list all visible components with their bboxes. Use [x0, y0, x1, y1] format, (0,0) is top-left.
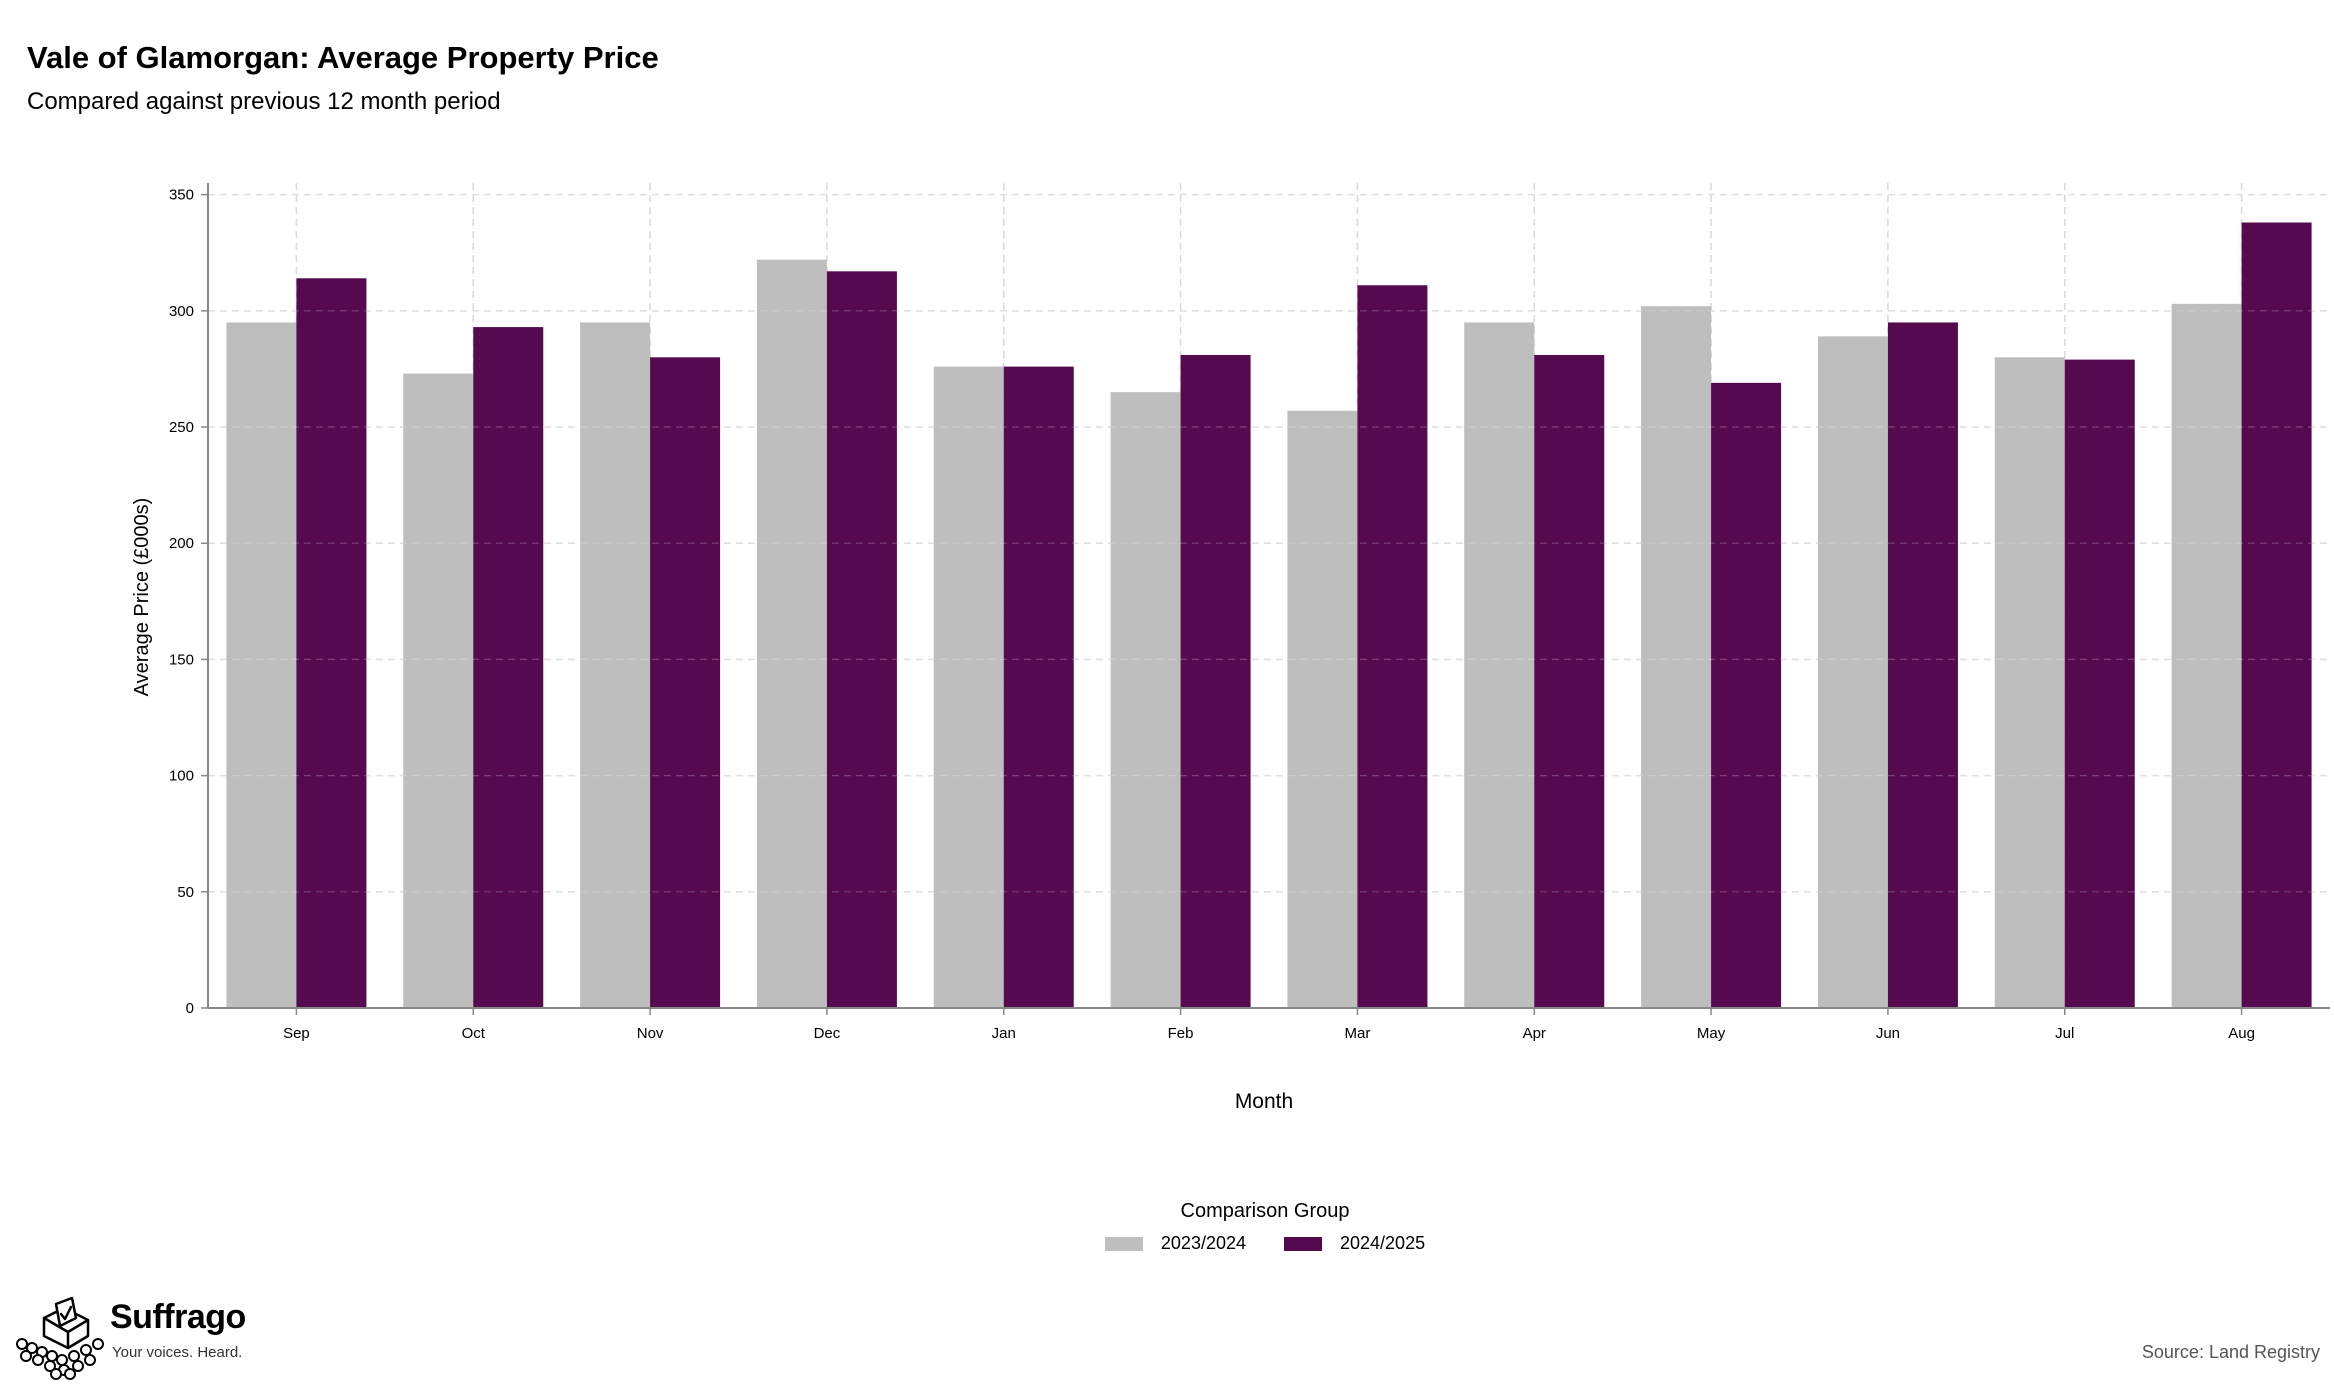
x-tick-label: Jan — [992, 1025, 1016, 1042]
bar-2023-2024-jan — [933, 366, 1004, 1008]
legend-label-2024-2025: 2024/2025 — [1340, 1233, 1426, 1253]
x-tick-label: Nov — [637, 1025, 664, 1042]
legend-items: 2023/2024 2024/2025 — [1050, 1233, 1480, 1254]
x-tick-label: May — [1697, 1025, 1726, 1042]
y-tick-label: 300 — [169, 303, 194, 320]
axes: 0 50 100 150 200 250 300 350 Sep Oct Nov Dec Jan Feb M… — [169, 183, 2330, 1042]
chart-subtitle: Compared against previous 12 month perio… — [27, 88, 501, 115]
legend-label-2023-2024: 2023/2024 — [1160, 1233, 1246, 1253]
bar-2023-2024-apr — [1464, 322, 1535, 1008]
ballot-box-icon — [16, 1296, 104, 1380]
bar-2024-2025-dec — [826, 271, 897, 1009]
x-tick-label: Jul — [2055, 1025, 2074, 1042]
x-tick-label: Dec — [814, 1025, 841, 1042]
bar-2023-2024-feb — [1110, 392, 1181, 1009]
bar-2023-2024-oct — [403, 373, 474, 1009]
x-tick-label: Sep — [283, 1025, 310, 1042]
x-tick-label: Aug — [2228, 1025, 2255, 1042]
bar-2023-2024-sep — [226, 322, 297, 1008]
bar-2024-2025-may — [1711, 382, 1782, 1009]
x-tick-label: Oct — [462, 1025, 486, 1042]
bar-2023-2024-jul — [1994, 357, 2065, 1008]
brand-logo: Suffrago Your voices. Heard. — [14, 1292, 274, 1382]
legend: Comparison Group 2023/2024 2024/2025 — [1050, 1200, 1480, 1254]
x-axis-label: Month — [1235, 1090, 1293, 1113]
chart-title: Vale of Glamorgan: Average Property Pric… — [27, 40, 659, 75]
x-tick-label: Jun — [1876, 1025, 1900, 1042]
x-tick-label: Apr — [1523, 1025, 1546, 1042]
y-tick-label: 50 — [177, 884, 194, 901]
bar-2024-2025-feb — [1180, 354, 1251, 1009]
bar-2024-2025-jan — [1003, 366, 1074, 1008]
bar-2024-2025-sep — [296, 278, 367, 1008]
bar-2024-2025-oct — [473, 327, 544, 1009]
y-tick-label: 200 — [169, 535, 194, 552]
legend-swatch-2024-2025 — [1284, 1236, 1322, 1251]
bar-2024-2025-nov — [650, 357, 721, 1008]
legend-item-2023-2024: 2023/2024 — [1104, 1233, 1246, 1254]
legend-swatch-2023-2024 — [1104, 1236, 1143, 1251]
bar-2023-2024-nov — [580, 322, 651, 1008]
bar-2024-2025-apr — [1534, 354, 1605, 1009]
y-tick-label: 350 — [169, 187, 194, 204]
bar-2023-2024-mar — [1287, 410, 1358, 1009]
x-tick-label: Feb — [1168, 1025, 1194, 1042]
bar-2023-2024-aug — [2171, 303, 2242, 1008]
y-tick-label: 150 — [169, 651, 194, 668]
legend-title: Comparison Group — [1180, 1200, 1350, 1222]
bar-2024-2025-jul — [2064, 359, 2135, 1008]
brand-name: Suffrago — [110, 1298, 246, 1336]
y-tick-label: 100 — [169, 768, 194, 785]
bar-2023-2024-jun — [1817, 336, 1888, 1009]
bar-2024-2025-jun — [1887, 322, 1958, 1008]
bar-2024-2025-aug — [2241, 222, 2312, 1008]
legend-item-2024-2025: 2024/2025 — [1284, 1233, 1425, 1254]
y-tick-label: 250 — [169, 419, 194, 436]
y-tick-label: 0 — [186, 1000, 194, 1017]
brand-tagline: Your voices. Heard. — [112, 1344, 243, 1361]
y-axis-label: Average Price (£000s) — [131, 498, 153, 697]
bar-2023-2024-dec — [756, 259, 827, 1008]
x-tick-label: Mar — [1344, 1025, 1370, 1042]
bars — [208, 194, 2330, 1009]
bar-2023-2024-may — [1641, 306, 1712, 1008]
bar-chart: 0 50 100 150 200 250 300 350 Sep Oct Nov Dec Jan Feb M… — [131, 183, 2330, 1113]
bar-2024-2025-mar — [1357, 285, 1428, 1008]
source-note: Source: Land Registry — [2141, 1342, 2320, 1362]
